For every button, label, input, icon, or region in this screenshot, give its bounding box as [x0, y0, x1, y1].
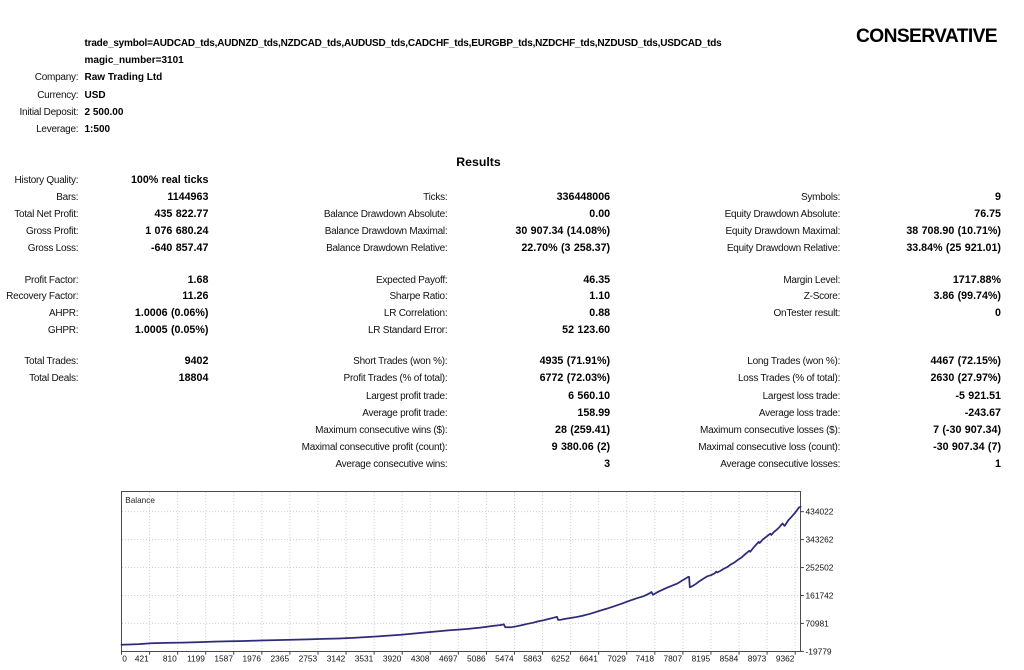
svg-text:421: 421	[135, 654, 149, 664]
svg-text:5863: 5863	[523, 654, 542, 664]
svg-text:3531: 3531	[355, 654, 374, 664]
svg-text:1587: 1587	[214, 654, 233, 664]
svg-text:252502: 252502	[806, 562, 834, 572]
svg-text:0: 0	[122, 654, 127, 664]
svg-text:434022: 434022	[806, 507, 834, 517]
svg-text:8584: 8584	[720, 654, 739, 664]
svg-text:8973: 8973	[748, 654, 767, 664]
svg-text:-19779: -19779	[806, 646, 832, 656]
svg-text:6252: 6252	[551, 654, 570, 664]
svg-text:5086: 5086	[467, 654, 486, 664]
svg-text:3142: 3142	[327, 654, 346, 664]
svg-text:5474: 5474	[495, 654, 514, 664]
svg-text:810: 810	[163, 654, 177, 664]
svg-text:343262: 343262	[806, 535, 834, 545]
svg-text:4697: 4697	[439, 654, 458, 664]
svg-text:6641: 6641	[579, 654, 598, 664]
svg-text:7029: 7029	[607, 654, 626, 664]
svg-text:3920: 3920	[383, 654, 402, 664]
svg-text:8195: 8195	[692, 654, 711, 664]
svg-text:Balance: Balance	[125, 496, 155, 505]
svg-text:161742: 161742	[806, 590, 834, 600]
svg-text:9362: 9362	[776, 654, 795, 664]
svg-text:7807: 7807	[664, 654, 683, 664]
svg-text:4308: 4308	[411, 654, 430, 664]
svg-text:2753: 2753	[299, 654, 318, 664]
svg-text:1976: 1976	[242, 654, 261, 664]
svg-text:2365: 2365	[271, 654, 290, 664]
svg-text:7418: 7418	[635, 654, 654, 664]
svg-text:1199: 1199	[187, 654, 205, 664]
svg-text:70981: 70981	[806, 618, 830, 628]
